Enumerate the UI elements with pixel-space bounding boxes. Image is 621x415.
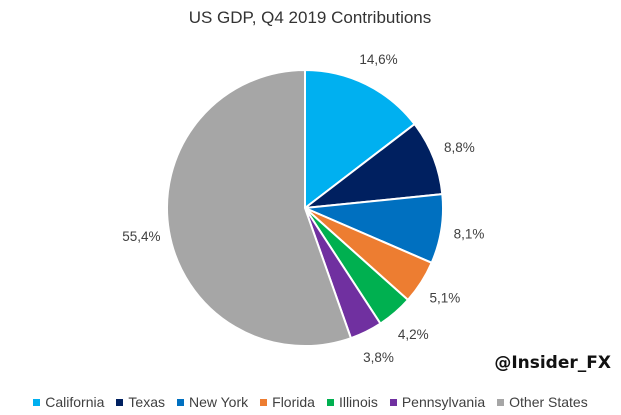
- pie-slice-california: [304, 68, 416, 211]
- legend-label: Pennsylvania: [401, 394, 486, 410]
- data-label-other-states: 55,4%: [122, 229, 160, 244]
- legend-swatch: [116, 398, 124, 406]
- legend-swatch: [389, 398, 397, 406]
- data-label-california: 14,6%: [359, 52, 397, 67]
- pie-chart: US GDP, Q4 2019 Contributions 14,6% 8,8% 8…: [122, 8, 485, 365]
- data-label-pennsylvania: 3,8%: [363, 350, 394, 365]
- legend: California Texas New York Florida Illinois Pe…: [0, 394, 621, 410]
- data-label-illinois: 4,2%: [398, 327, 429, 342]
- legend-label: Other States: [509, 394, 588, 410]
- legend-item-illinois: Illinois: [326, 394, 378, 410]
- pie-slice-other-states: [166, 68, 353, 347]
- legend-swatch: [33, 398, 41, 406]
- legend-item-other-states: Other States: [497, 394, 588, 410]
- legend-item-texas: Texas: [116, 394, 165, 410]
- watermark: @Insider_FX: [494, 353, 611, 373]
- data-label-florida: 5,1%: [429, 290, 460, 305]
- legend-label: Texas: [128, 394, 165, 410]
- legend-item-pennsylvania: Pennsylvania: [389, 394, 486, 410]
- legend-item-california: California: [33, 394, 104, 410]
- legend-label: Illinois: [338, 394, 378, 410]
- legend-swatch: [176, 398, 184, 406]
- legend-item-florida: Florida: [260, 394, 315, 410]
- legend-item-new-york: New York: [176, 394, 249, 410]
- legend-label: Florida: [272, 394, 315, 410]
- chart-title: US GDP, Q4 2019 Contributions: [189, 8, 432, 27]
- data-label-texas: 8,8%: [444, 140, 475, 155]
- data-label-new-york: 8,1%: [454, 226, 485, 241]
- legend-label: New York: [188, 394, 249, 410]
- legend-label: California: [45, 394, 105, 410]
- legend-swatch: [326, 398, 334, 406]
- legend-swatch: [497, 398, 505, 406]
- legend-swatch: [260, 398, 268, 406]
